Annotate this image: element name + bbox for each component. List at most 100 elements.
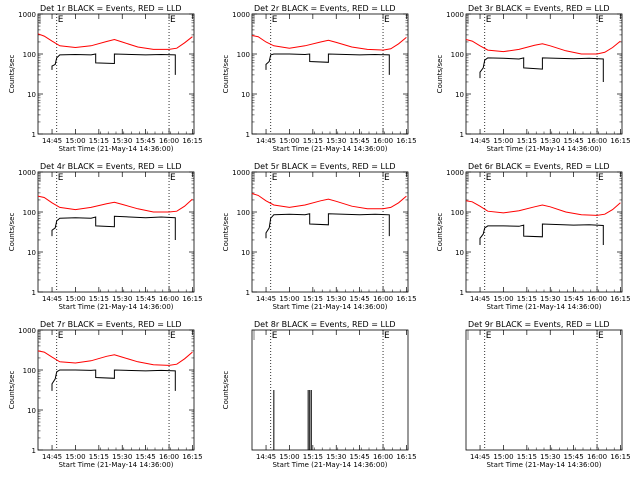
y-tick-label: 1000 — [232, 11, 250, 19]
y-axis-label: Counts/sec — [436, 55, 444, 94]
event-marker-label: E — [384, 173, 390, 183]
y-tick-label: 1 — [460, 289, 464, 297]
x-axis-label: Start Time (21-May-14 14:36:00) — [486, 303, 601, 311]
y-tick-label: 100 — [451, 51, 464, 59]
x-tick-label: 15:30 — [112, 453, 132, 461]
event-marker-label: E — [598, 331, 604, 341]
plot-frame — [251, 329, 409, 451]
x-tick-label: 15:15 — [517, 453, 537, 461]
x-axis-label: Start Time (21-May-14 14:36:00) — [486, 461, 601, 469]
event-marker-label: E — [170, 331, 176, 341]
x-tick-label: 14:45 — [470, 137, 490, 145]
x-tick-label: 15:00 — [279, 137, 299, 145]
x-tick-label: 15:00 — [493, 137, 513, 145]
x-tick-label: 14:45 — [256, 137, 276, 145]
event-marker-label: E — [384, 15, 390, 25]
x-tick-label: 15:30 — [326, 137, 346, 145]
y-tick-label: 100 — [23, 209, 36, 217]
y-tick-label: 10 — [27, 407, 36, 415]
event-marker-label: E — [486, 15, 492, 25]
x-tick-label: 15:45 — [564, 137, 584, 145]
series-line-events — [51, 215, 176, 240]
chart-panel-det-1r: Det 1r BLACK = Events, RED = LLD 1 10 100 10… — [8, 4, 203, 153]
y-tick-label: 100 — [237, 51, 250, 59]
x-tick-label: 16:15 — [396, 295, 416, 303]
chart-panel-det-2r: Det 2r BLACK = Events, RED = LLD 1 10 100 10… — [222, 4, 417, 153]
event-marker-label: E — [58, 331, 64, 341]
series-line-lld — [37, 33, 193, 50]
event-marker-label: E — [486, 173, 492, 183]
x-tick-label: 15:45 — [136, 295, 156, 303]
x-tick-label: 14:45 — [470, 295, 490, 303]
event-marker-label: E — [486, 331, 492, 341]
x-tick-label: 16:00 — [587, 137, 607, 145]
plot-frame — [251, 13, 409, 135]
x-tick-label: 16:15 — [396, 137, 416, 145]
x-tick-label: 15:15 — [303, 453, 323, 461]
x-tick-label: 15:45 — [136, 453, 156, 461]
x-axis-label: Start Time (21-May-14 14:36:00) — [272, 303, 387, 311]
y-axis-label: Counts/sec — [222, 371, 230, 410]
chart-title: Det 9r BLACK = Events, RED = LLD — [468, 320, 610, 329]
series-line-lld — [251, 193, 407, 210]
plot-frame — [37, 329, 195, 451]
x-tick-label: 15:00 — [65, 453, 85, 461]
x-tick-label: 15:45 — [350, 453, 370, 461]
event-marker-label: E — [170, 173, 176, 183]
y-axis-label: Counts/sec — [8, 213, 16, 252]
x-tick-label: 16:00 — [159, 453, 179, 461]
x-tick-label: 15:30 — [540, 137, 560, 145]
y-tick-label: 1 — [32, 289, 36, 297]
x-tick-label: 15:30 — [112, 137, 132, 145]
x-tick-label: 15:00 — [279, 295, 299, 303]
x-tick-label: 15:15 — [517, 137, 537, 145]
x-tick-label: 15:30 — [326, 453, 346, 461]
series-line-events — [51, 369, 176, 391]
chart-title: Det 5r BLACK = Events, RED = LLD — [254, 162, 396, 171]
x-tick-label: 14:45 — [256, 295, 276, 303]
series-line-lld — [37, 195, 193, 213]
y-tick-label: 100 — [23, 51, 36, 59]
chart-title: Det 7r BLACK = Events, RED = LLD — [40, 320, 182, 329]
y-tick-label: 1000 — [18, 169, 36, 177]
y-axis-label: Counts/sec — [436, 213, 444, 252]
x-tick-label: 16:00 — [159, 137, 179, 145]
chart-panel-det-5r: Det 5r BLACK = Events, RED = LLD 1 10 100 10… — [222, 162, 417, 311]
x-axis-label: Start Time (21-May-14 14:36:00) — [486, 145, 601, 153]
event-marker-label: E — [598, 173, 604, 183]
x-tick-label: 16:00 — [587, 453, 607, 461]
x-tick-label: 16:00 — [159, 295, 179, 303]
series-line-events — [479, 223, 604, 245]
y-tick-label: 1 — [460, 131, 464, 139]
y-tick-label: 1000 — [446, 169, 464, 177]
x-tick-label: 16:00 — [373, 453, 393, 461]
series-line-events — [265, 213, 390, 239]
plot-frame — [37, 171, 195, 293]
chart-title: Det 8r BLACK = Events, RED = LLD — [254, 320, 396, 329]
x-tick-label: 15:00 — [279, 453, 299, 461]
x-tick-label: 15:45 — [350, 137, 370, 145]
event-marker-label: E — [170, 15, 176, 25]
event-marker-label: E — [272, 173, 278, 183]
chart-panel-det-6r: Det 6r BLACK = Events, RED = LLD 1 10 100 10… — [436, 162, 631, 311]
x-axis-label: Start Time (21-May-14 14:36:00) — [58, 461, 173, 469]
chart-title: Det 4r BLACK = Events, RED = LLD — [40, 162, 182, 171]
y-tick-label: 10 — [455, 91, 464, 99]
y-axis-label: Counts/sec — [8, 55, 16, 94]
y-tick-label: 100 — [237, 209, 250, 217]
series-line-events — [265, 53, 390, 75]
x-tick-label: 16:15 — [182, 453, 202, 461]
x-axis-label: Start Time (21-May-14 14:36:00) — [272, 145, 387, 153]
y-axis-label: Counts/sec — [222, 55, 230, 94]
x-tick-label: 15:30 — [326, 295, 346, 303]
x-tick-label: 14:45 — [470, 453, 490, 461]
chart-panel-det-7r: Det 7r BLACK = Events, RED = LLD 1 10 100 10… — [8, 320, 203, 469]
series-line-lld — [37, 350, 193, 366]
chart-title: Det 1r BLACK = Events, RED = LLD — [40, 4, 182, 13]
x-tick-label: 15:15 — [89, 295, 109, 303]
series-line-events — [479, 57, 604, 82]
chart-panel-det-9r: Det 9r BLACK = Events, RED = LLD 14:45 15:… — [465, 320, 631, 469]
y-tick-label: 10 — [241, 91, 250, 99]
y-tick-label: 1000 — [18, 11, 36, 19]
